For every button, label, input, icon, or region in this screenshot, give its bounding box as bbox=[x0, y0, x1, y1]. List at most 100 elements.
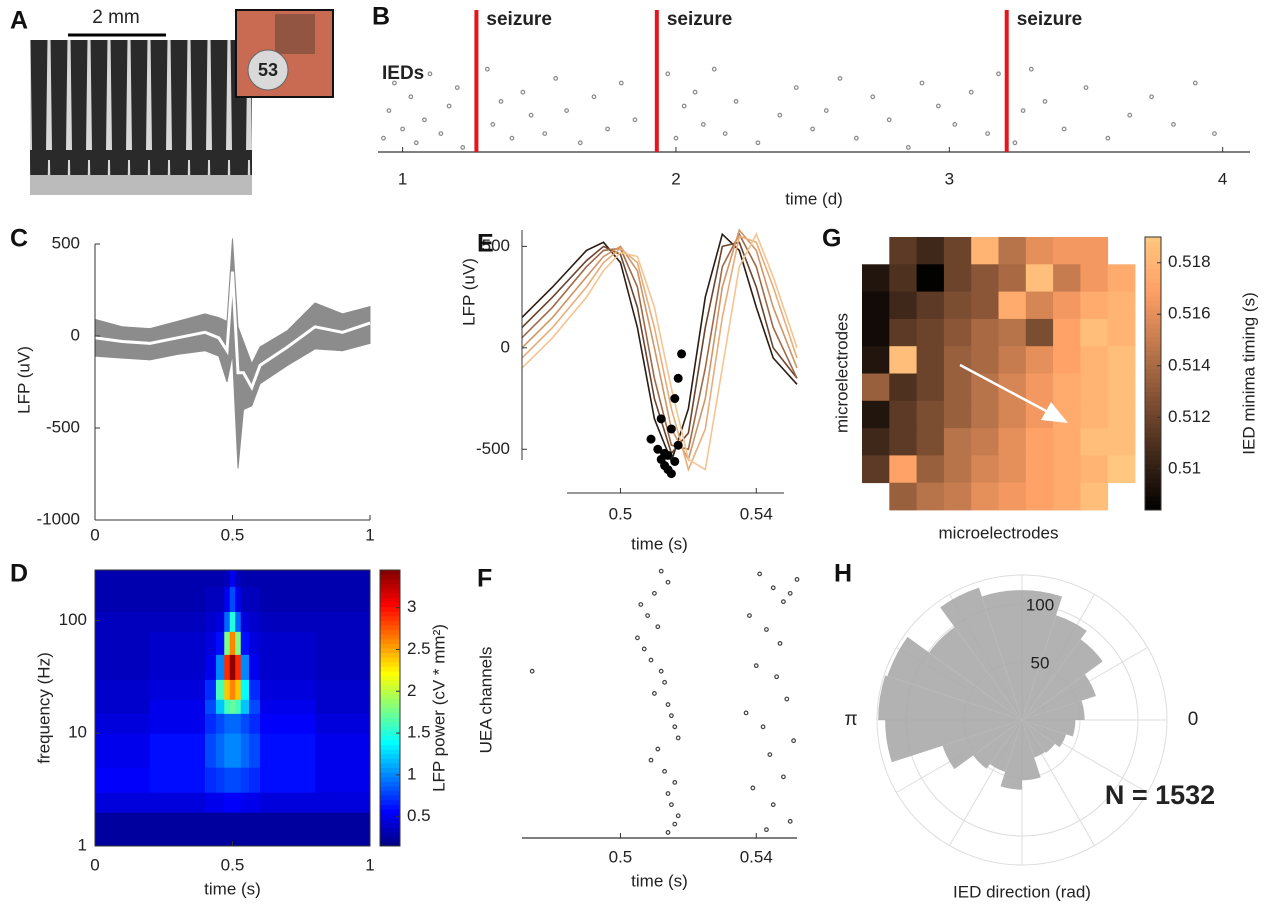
grid-cell bbox=[889, 428, 917, 456]
grid-cell bbox=[1053, 237, 1081, 265]
heatmap-cell bbox=[205, 767, 217, 793]
colorbar-step bbox=[380, 707, 400, 713]
event-dot bbox=[1012, 140, 1018, 146]
grid-cell bbox=[1025, 373, 1054, 402]
grid-cell bbox=[998, 482, 1027, 511]
heatmap-cell bbox=[224, 699, 231, 714]
colorbar-step bbox=[1145, 477, 1161, 483]
event-dot bbox=[853, 135, 859, 141]
panel-letter: C bbox=[10, 225, 28, 253]
heatmap-cell bbox=[260, 631, 316, 655]
heatmap-cell bbox=[260, 611, 316, 632]
event-dot bbox=[520, 89, 526, 95]
event-dot bbox=[777, 641, 783, 646]
event-dot bbox=[638, 602, 644, 607]
event-dot bbox=[787, 590, 793, 596]
heatmap-cell bbox=[95, 733, 151, 768]
grid-cell bbox=[943, 482, 972, 511]
heatmap-cell bbox=[224, 812, 231, 847]
polar-bar bbox=[885, 720, 1022, 763]
event-dot bbox=[577, 140, 583, 146]
heatmap-cell bbox=[235, 733, 242, 768]
colorbar-tick-label: 0.512 bbox=[1168, 407, 1211, 426]
grid-cell bbox=[971, 264, 999, 292]
x-axis-label: time (d) bbox=[785, 189, 843, 208]
event-dot bbox=[753, 663, 759, 669]
heatmap-cell bbox=[249, 679, 261, 700]
grid-cell bbox=[916, 237, 945, 265]
minimum-dot bbox=[673, 440, 683, 450]
grid-cell bbox=[1025, 482, 1054, 511]
colorbar-step bbox=[380, 588, 400, 594]
event-dot bbox=[787, 818, 793, 824]
colorbar-step bbox=[380, 753, 400, 759]
polar-bar bbox=[981, 590, 1022, 720]
grid-cell bbox=[1107, 264, 1136, 292]
colorbar-tick-label: 0.518 bbox=[1168, 252, 1211, 271]
heatmap-cell bbox=[205, 611, 217, 632]
grid-cell bbox=[889, 318, 917, 347]
colorbar-step bbox=[1145, 286, 1161, 292]
colorbar-step bbox=[1145, 473, 1161, 479]
minimum-dot bbox=[666, 424, 676, 434]
panel-letter: H bbox=[834, 560, 852, 588]
heatmap-cell bbox=[150, 733, 206, 768]
heatmap-cell bbox=[249, 699, 261, 714]
r-tick-label: 50 bbox=[1031, 653, 1050, 672]
colorbar-step bbox=[1145, 496, 1161, 502]
colorbar-step bbox=[380, 634, 400, 640]
colorbar-step bbox=[380, 726, 400, 732]
grid-cell bbox=[998, 455, 1027, 484]
grid-cell bbox=[916, 373, 945, 402]
grid-cell bbox=[943, 373, 972, 402]
grid-cell bbox=[889, 264, 917, 292]
y-tick-label: 500 bbox=[482, 236, 510, 255]
polar-bar bbox=[887, 636, 1022, 720]
heatmap-cell bbox=[235, 713, 242, 734]
grid-cell bbox=[1107, 318, 1136, 347]
colorbar-step bbox=[1145, 441, 1161, 447]
heatmap-cell bbox=[216, 631, 225, 655]
count-annotation: N = 1532 bbox=[1105, 780, 1215, 810]
panel-letter: E bbox=[477, 230, 494, 258]
grid-cell bbox=[1053, 318, 1081, 347]
heatmap-cell bbox=[315, 679, 371, 700]
heatmap-cell bbox=[229, 713, 236, 734]
colorbar-step bbox=[1145, 332, 1161, 338]
event-dot bbox=[750, 785, 756, 791]
colorbar-step bbox=[380, 574, 400, 580]
heatmap-cell bbox=[249, 611, 261, 632]
event-dot bbox=[794, 577, 800, 582]
heatmap-cell bbox=[224, 586, 231, 613]
grid-cell bbox=[889, 455, 917, 484]
heatmap-cell bbox=[224, 631, 231, 655]
grid-cell bbox=[1025, 455, 1054, 484]
heatmap-cell bbox=[249, 792, 261, 813]
heatmap-cell bbox=[216, 586, 225, 613]
event-dot bbox=[747, 613, 752, 618]
waveform bbox=[521, 232, 798, 471]
heatmap-cell bbox=[205, 654, 217, 680]
event-dot bbox=[668, 802, 674, 808]
heatmap-cell bbox=[150, 631, 206, 655]
event-dot bbox=[722, 131, 728, 137]
heatmap-cell bbox=[249, 767, 261, 793]
heatmap-cell bbox=[260, 733, 316, 768]
grid-cell bbox=[889, 482, 917, 511]
heatmap-cell bbox=[249, 713, 261, 734]
grid-cell bbox=[1107, 373, 1136, 402]
grid-cell bbox=[998, 264, 1027, 292]
colorbar-step bbox=[380, 790, 400, 796]
event-dot bbox=[675, 813, 681, 819]
colorbar-step bbox=[380, 808, 400, 815]
colorbar-tick-label: 2 bbox=[407, 681, 416, 700]
heatmap-cell bbox=[205, 733, 217, 768]
colorbar-step bbox=[380, 638, 400, 644]
event-dot bbox=[665, 830, 671, 835]
colorbar-step bbox=[380, 657, 400, 663]
colorbar-step bbox=[1145, 418, 1161, 424]
heatmap-cell bbox=[240, 654, 250, 680]
inset-array bbox=[275, 14, 315, 54]
heatmap-cell bbox=[315, 631, 371, 655]
heatmap-cell bbox=[150, 812, 206, 847]
